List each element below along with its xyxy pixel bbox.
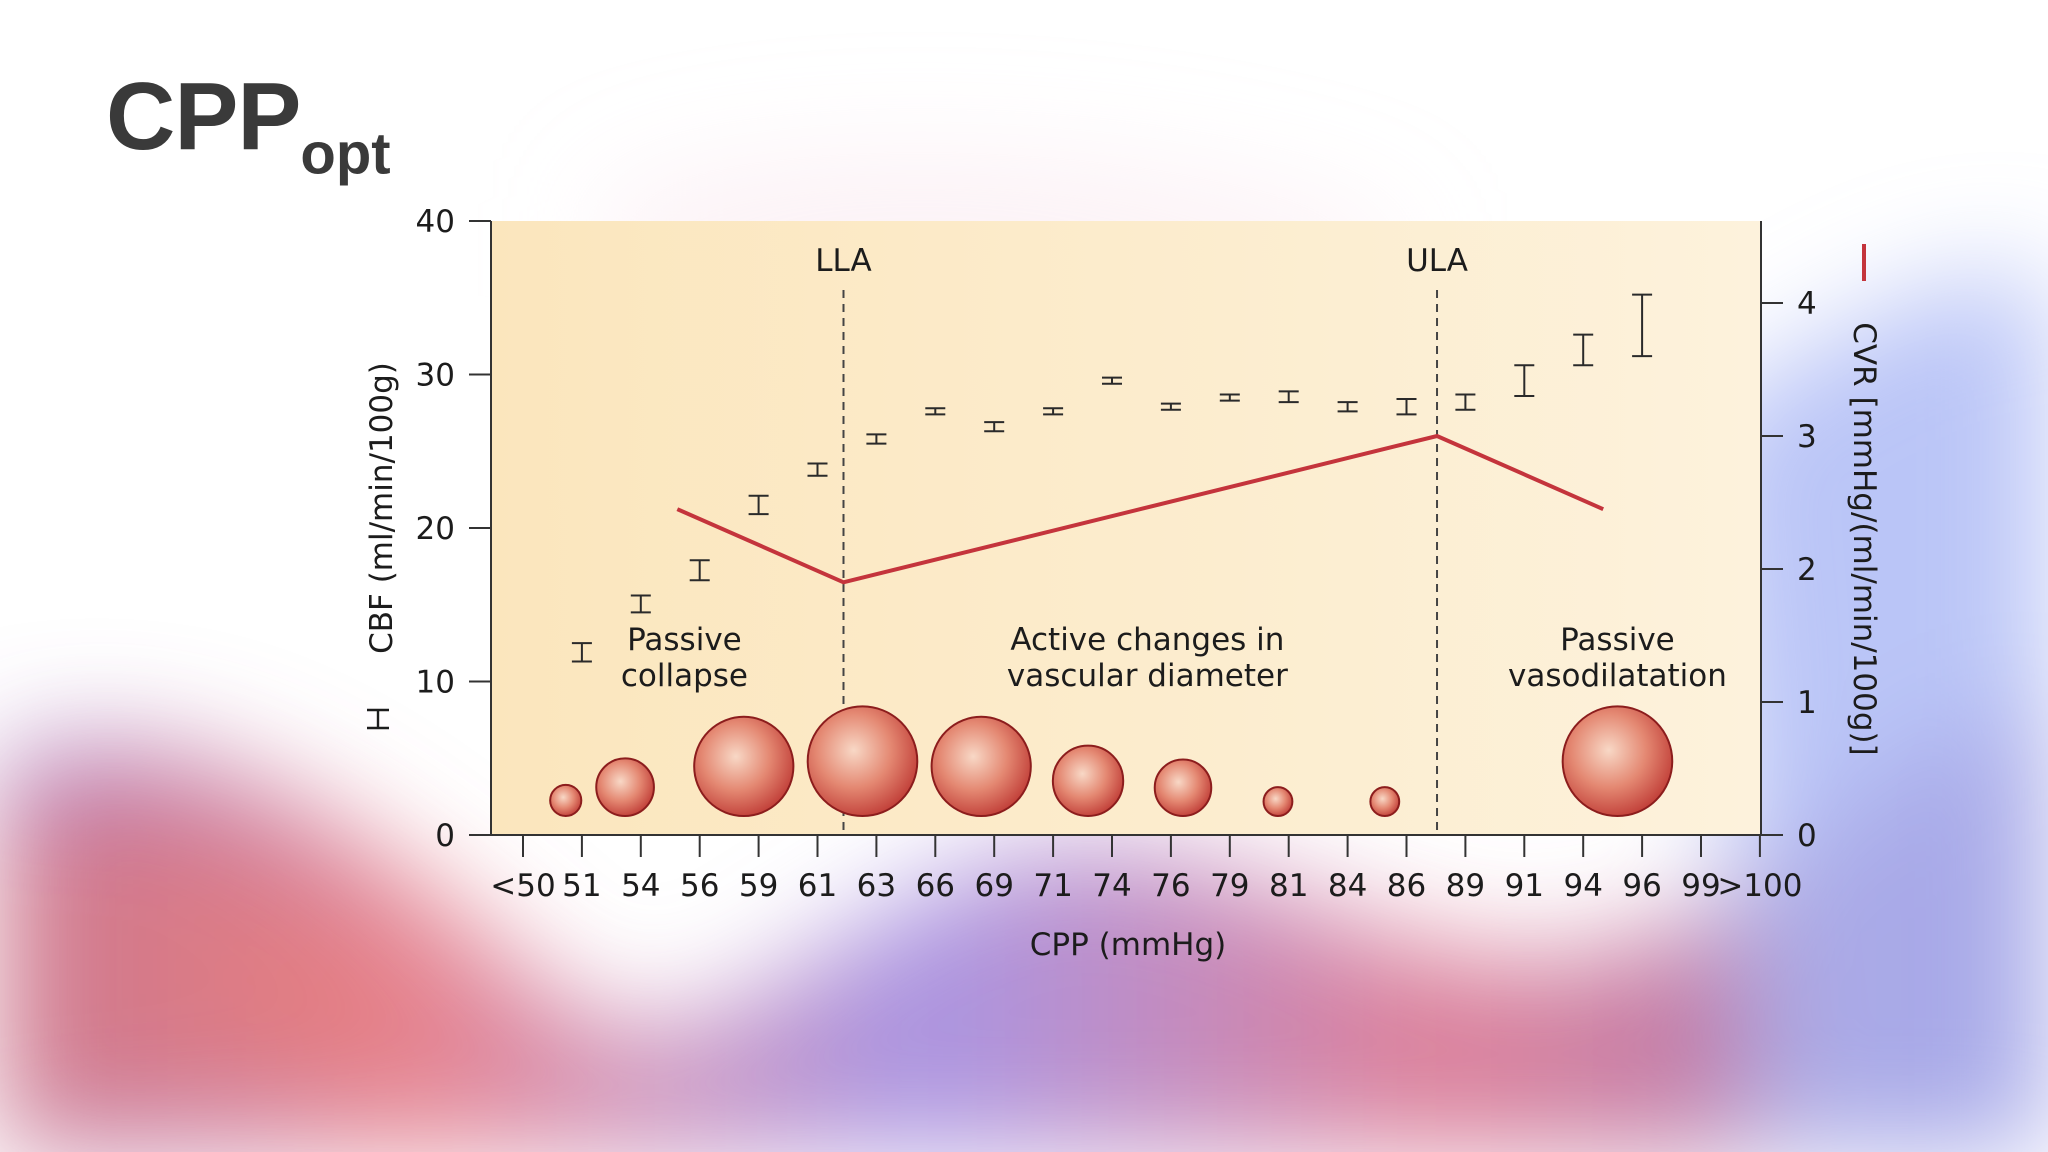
x-tick-label: 61 <box>798 868 837 904</box>
region-label-line1: Active changes in <box>1010 622 1284 658</box>
x-tick-label: 91 <box>1505 868 1544 904</box>
y-tick-label: 30 <box>416 358 455 394</box>
y-tick-label: 0 <box>435 818 455 854</box>
x-tick-label: 84 <box>1328 868 1367 904</box>
vessel-circle <box>1051 744 1125 817</box>
vessel-circle <box>930 715 1032 818</box>
y-axis-title-group: CBF (ml/min/100g) <box>364 362 400 730</box>
cbf-errorbar <box>925 407 946 416</box>
y2-axis-title-group: CVR [mmHg/(ml/min/100g)] <box>1846 244 1882 756</box>
x-tick-label: <50 <box>490 868 555 904</box>
x-tick-label: 94 <box>1563 868 1602 904</box>
plot-area <box>491 221 1761 835</box>
y2-tick-label: 0 <box>1797 818 1817 854</box>
title-main: CPP <box>106 63 301 170</box>
y2-tick-label: 2 <box>1797 552 1817 588</box>
cbf-errorbar <box>1219 393 1240 402</box>
x-tick-label: 74 <box>1092 868 1131 904</box>
cbf-errorbar <box>748 494 769 516</box>
y-tick-label: 10 <box>416 665 455 701</box>
threshold-label-ula: ULA <box>1406 243 1468 279</box>
x-tick-label: 81 <box>1269 868 1308 904</box>
x-tick-label: 79 <box>1210 868 1249 904</box>
cbf-errorbar <box>1573 333 1594 367</box>
x-tick-label: 86 <box>1387 868 1426 904</box>
vessel-circle <box>1153 758 1213 818</box>
y2-tick-label: 1 <box>1797 685 1817 721</box>
errorbar-legend-icon <box>367 708 389 730</box>
x-tick-label: 59 <box>739 868 778 904</box>
y2-axis-title: CVR [mmHg/(ml/min/100g)] <box>1846 322 1882 755</box>
y-tick-label: 40 <box>416 204 455 240</box>
x-tick-label: 69 <box>974 868 1013 904</box>
vessel-circle <box>806 705 919 817</box>
cvr-line <box>676 433 1605 585</box>
cbf-errorbar <box>630 594 651 614</box>
cbf-errorbar <box>1396 398 1417 416</box>
y-axis-title: CBF (ml/min/100g) <box>364 362 400 654</box>
x-tick-label: 96 <box>1622 868 1661 904</box>
x-tick-label: 51 <box>562 868 601 904</box>
vessel-circle <box>1561 705 1674 817</box>
x-tick-label: 89 <box>1446 868 1485 904</box>
cbf-errorbar <box>1514 364 1535 397</box>
y2-tick-label: 3 <box>1797 419 1817 455</box>
x-tick-label: 56 <box>680 868 719 904</box>
x-tick-label: 63 <box>857 868 896 904</box>
x-tick-label: 66 <box>916 868 955 904</box>
vessel-circle <box>1262 786 1294 818</box>
x-tick-label: >100 <box>1717 868 1802 904</box>
cbf-errorbar <box>571 642 592 663</box>
x-tick-label: 76 <box>1151 868 1190 904</box>
region-label-line2: vascular diameter <box>1007 658 1288 694</box>
threshold-label-lla: LLA <box>815 243 871 279</box>
y2-tick-label: 4 <box>1797 286 1817 322</box>
page-title: CPPopt <box>106 62 391 187</box>
cbf-errorbar <box>866 433 887 445</box>
cbf-errorbar <box>807 462 828 477</box>
region-label-line1: Passive <box>627 622 742 658</box>
cbf-errorbar <box>984 421 1005 433</box>
region-label-line2: collapse <box>621 658 748 694</box>
x-tick-label: 54 <box>621 868 660 904</box>
x-tick-label: 71 <box>1033 868 1072 904</box>
cbf-errorbar <box>1043 407 1064 416</box>
cbf-errorbar <box>1278 390 1299 404</box>
vessel-circle <box>693 715 795 818</box>
x-axis-title: CPP (mmHg) <box>1030 927 1226 963</box>
x-tick-label: 99 <box>1681 868 1720 904</box>
cbf-errorbar <box>1160 402 1181 411</box>
region-label-line1: Passive <box>1560 622 1675 658</box>
region-label-line2: vasodilatation <box>1508 658 1727 694</box>
vessel-circle <box>595 757 655 817</box>
cbf-errorbar <box>689 559 710 582</box>
vessel-circle <box>549 783 583 817</box>
y-tick-label: 20 <box>416 511 455 547</box>
cbf-errorbar <box>1632 293 1653 358</box>
vessel-circle <box>1369 786 1401 818</box>
title-subscript: opt <box>300 121 391 187</box>
cbf-errorbar <box>1337 401 1358 413</box>
cbf-errorbar <box>1102 376 1122 385</box>
cbf-errorbar <box>1455 393 1476 411</box>
